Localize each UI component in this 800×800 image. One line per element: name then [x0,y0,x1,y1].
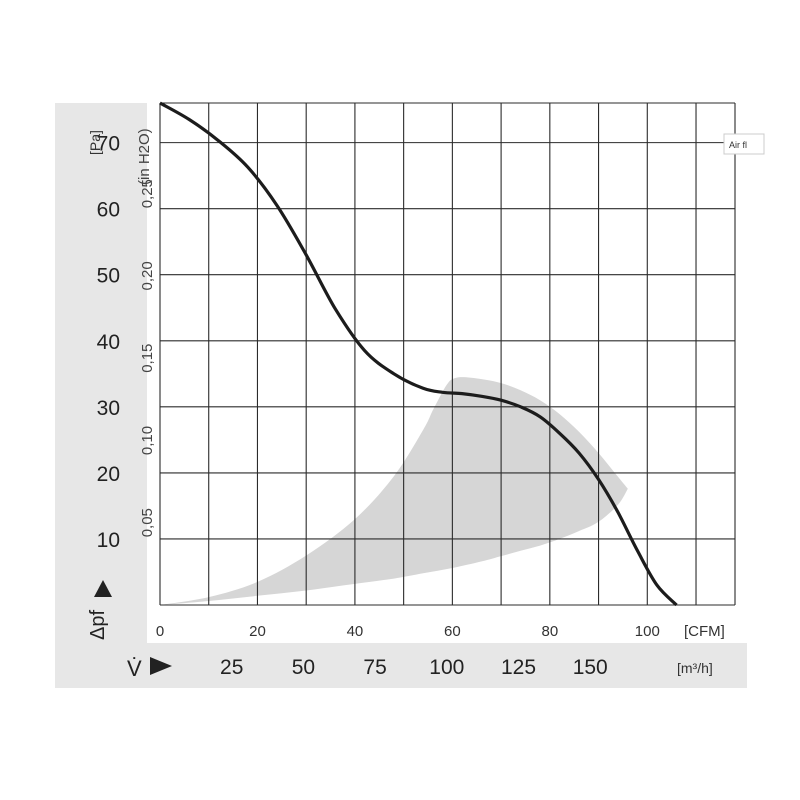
tooltip-text: Air fl [729,140,747,150]
cfm-tick-labels: 0 20 40 60 80 100 [156,623,660,640]
m3h-unit-label: [m³/h] [677,660,713,676]
up-arrow-icon [94,580,112,597]
tooltip-box [723,133,765,155]
pressure-curve-series [159,101,678,607]
cfm-tick-label: 100 [635,623,660,640]
pa-tick-label: 40 [97,331,120,354]
cfm-tick-label: 0 [156,623,164,640]
pa-tick-label: 30 [97,397,120,420]
cfm-unit-label: [CFM] [684,623,725,640]
m3h-tick-label: 25 [220,656,243,679]
pa-tick-labels: 70 60 50 40 30 20 10 [97,133,120,552]
m3h-tick-label: 50 [292,656,315,679]
inh2o-tick-label: 0,20 [139,261,156,290]
pa-unit-label: [Pa] [87,130,103,155]
m3h-tick-labels: 25 50 75 100 125 150 [220,656,608,679]
y-axis-panel [55,103,147,688]
pa-tick-label: 10 [97,529,120,552]
v-axis-symbol: V̇ [127,656,142,681]
m3h-tick-label: 75 [363,656,386,679]
inh2o-tick-label: 0,25 [139,179,156,208]
operating-range-area [160,377,628,605]
tooltip: Air fl [723,133,765,155]
right-arrow-icon [150,657,172,675]
m3h-tick-label: 125 [501,656,536,679]
cfm-tick-label: 40 [347,623,364,640]
dpf-axis-symbol: Δpf [87,610,109,640]
m3h-tick-label: 100 [429,656,464,679]
pa-tick-label: 70 [97,133,120,156]
grid [159,102,736,606]
plot-area [159,101,736,607]
inh2o-tick-label: 0,05 [139,508,156,537]
inh2o-tick-labels: 0,25 0,20 0,15 0,10 0,05 [139,179,156,537]
inh2o-tick-label: 0,15 [139,344,156,373]
inh2o-unit-label: (in H2O) [136,128,153,185]
cfm-tick-label: 20 [249,623,266,640]
inh2o-tick-label: 0,10 [139,426,156,455]
pa-tick-label: 60 [97,199,120,222]
m3h-tick-label: 150 [573,656,608,679]
pa-tick-label: 50 [97,265,120,288]
cfm-tick-label: 60 [444,623,461,640]
cfm-tick-label: 80 [541,623,558,640]
pa-tick-label: 20 [97,463,120,486]
